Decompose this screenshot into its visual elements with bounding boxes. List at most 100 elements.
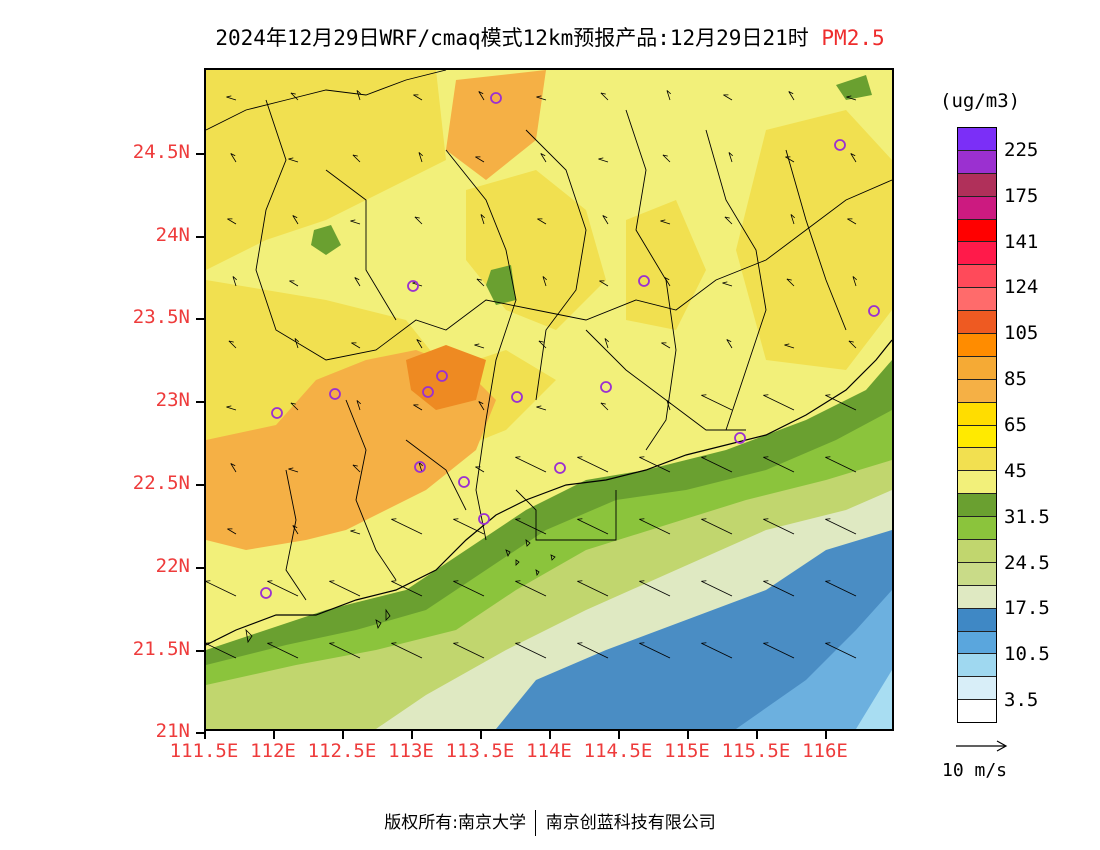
wind-arrow-head [850,153,856,157]
wind-arrow-head [292,215,298,219]
wind-arrow-head [600,402,606,405]
wind-arrow [825,642,857,659]
wind-arrow [226,406,237,411]
station-marker [834,139,846,151]
wind-arrow [288,158,299,163]
colorbar-segment [958,517,996,541]
wind-arrow [600,402,609,411]
wind-arrow [846,96,857,101]
wind-arrow [413,404,423,411]
colorbar-segment [958,311,996,335]
wind-arrow-head [542,276,547,281]
wind-arrow-head [228,340,234,343]
wind-arrow [639,642,671,659]
monitoring-stations [260,92,880,599]
colorbar-segment [958,128,996,151]
wind-arrow [763,580,795,597]
wind-arrow [661,342,671,349]
wind-arrow [230,463,237,473]
wind-arrow [418,462,423,473]
wind-arrow [391,642,423,659]
lat-tick-label: 24.5N [132,141,190,163]
wind-arrow [662,154,671,163]
wind-arrow [416,339,423,349]
station-marker [414,461,426,473]
wind-arrow [478,91,485,101]
wind-arrow [825,580,857,597]
wind-arrow [577,642,609,659]
station-marker [600,381,612,393]
colorbar-label: 175 [1004,184,1039,207]
wind-arrow [722,282,733,287]
wind-arrow-head [666,90,671,95]
wind-arrow-head [478,91,484,95]
wind-arrow [825,456,857,473]
wind-arrow-head [352,154,358,157]
wind-arrow [290,92,299,101]
wind-arrow [391,518,423,535]
wind-arrow [352,464,361,473]
wind-arrow [536,406,547,411]
colorbar-label: 225 [1004,138,1039,161]
wind-arrow-head [356,90,361,95]
lat-tick-label: 22N [155,555,190,577]
land-green-blob-2 [486,265,516,305]
wind-arrow-head [290,92,296,95]
colorbar-segment [958,608,996,632]
map-canvas [206,70,892,729]
colorbar-label: 124 [1004,276,1039,299]
lat-tick [196,318,204,320]
colorbar-label: 24.5 [1004,551,1050,574]
wind-arrow-head [728,152,733,157]
title-main: 2024年12月29日WRF/cmaq模式12km预报产品:12月29日21时 [215,26,809,50]
wind-arrow [206,643,237,659]
wind-arrow-head [540,153,546,157]
sea-blue-3 [856,670,892,729]
wind-arrow-head [786,278,792,281]
lat-tick [196,153,204,155]
station-marker [422,386,434,398]
sea-blue [496,530,892,729]
wind-arrow [602,215,609,225]
wind-arrow [453,642,485,659]
wind-arrow [701,518,733,535]
lat-tick-label: 24N [155,224,190,246]
footer-left: 版权所有:南京大学 [384,813,526,833]
wind-arrow [356,400,361,411]
colorbar-segment [958,677,996,701]
wind-arrow [701,642,733,659]
wind-arrow [724,216,733,225]
wind-arrow [226,96,237,101]
chart-title: 2024年12月29日WRF/cmaq模式12km预报产品:12月29日21时 … [0,22,1100,52]
wind-arrow [206,581,237,597]
lat-tick [196,484,204,486]
wind-arrow [418,152,423,163]
colorbar-segment [958,654,996,678]
wind-arrow-head [478,401,484,405]
wind-arrow [413,94,423,101]
station-marker [271,407,283,419]
wind-arrow [354,277,361,287]
wind-arrow [825,394,857,411]
colorbar-segment [958,379,996,403]
wind-arrow [356,90,361,101]
land-orange-north [446,70,546,180]
wind-arrow-head [660,219,666,222]
land-green-blob-3 [836,75,872,100]
wind-arrow [475,466,485,473]
wind-arrow-head [232,276,237,281]
wind-arrow [763,456,795,473]
station-marker [260,587,272,599]
wind-arrow [852,276,857,287]
wind-arrow-head [416,339,422,343]
colorbar-segment [958,196,996,220]
footer-separator [535,810,537,836]
lat-tick-label: 21.5N [132,638,190,660]
wind-reference-arrow-icon [956,740,1008,752]
wind-arrow-head [604,338,609,343]
lat-tick [196,732,204,734]
wind-arrow-head [538,340,544,343]
wind-arrow-head [288,157,294,160]
wind-arrow-head [846,95,852,98]
colorbar-label: 105 [1004,322,1039,345]
